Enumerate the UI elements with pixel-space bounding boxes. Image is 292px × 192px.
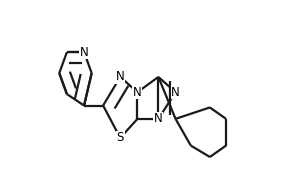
Text: S: S — [117, 132, 124, 144]
Text: N: N — [116, 70, 125, 84]
Text: N: N — [154, 112, 163, 125]
Text: N: N — [80, 46, 88, 59]
Text: N: N — [171, 86, 180, 99]
Text: N: N — [133, 86, 142, 99]
